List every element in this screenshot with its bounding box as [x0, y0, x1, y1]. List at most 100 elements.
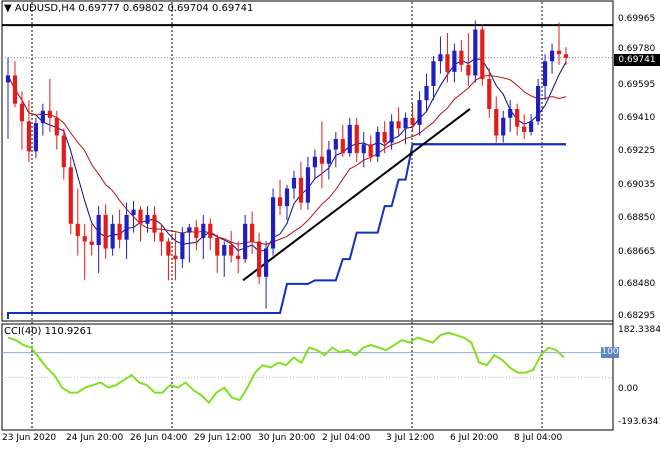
candle-body: [542, 61, 548, 87]
candle-body: [424, 86, 429, 101]
candle-body: [89, 241, 94, 245]
candle-body: [152, 214, 157, 233]
candle-body: [563, 54, 569, 58]
candle-body: [515, 108, 520, 127]
candle-body: [333, 139, 338, 150]
time-label: 2 Jul 04:00: [322, 433, 371, 443]
candle-body: [215, 237, 220, 256]
candle-body: [480, 29, 485, 79]
candle-body: [124, 214, 129, 240]
candle-body: [117, 223, 122, 240]
candle-body: [173, 255, 178, 260]
candle-body: [312, 156, 317, 168]
price-label: 0.68850: [618, 213, 656, 223]
time-label: 26 Jun 04:00: [130, 433, 188, 443]
candle-body: [431, 61, 436, 87]
candle-body: [110, 223, 115, 249]
candle-body: [361, 144, 366, 154]
current-price-badge: 0.69741: [614, 54, 660, 66]
candle-body: [354, 124, 359, 154]
candle-body: [243, 223, 248, 260]
price-label: 0.69035: [618, 180, 656, 190]
candle-body: [382, 131, 387, 143]
candle-body: [47, 110, 52, 118]
candle-body: [270, 197, 276, 249]
candle-body: [438, 54, 443, 62]
price-label: 0.69595: [618, 80, 656, 90]
cci-panel-frame: [1, 323, 614, 431]
candle-body: [222, 244, 227, 256]
candle-body: [549, 50, 555, 62]
candle-body: [473, 29, 478, 76]
candle-body: [138, 209, 143, 224]
candle-body: [82, 236, 87, 242]
symbol-timeframe: AUDUSD,H4: [14, 3, 76, 14]
candle-body: [131, 209, 136, 215]
candle-body: [298, 177, 304, 203]
candle-body: [180, 232, 185, 260]
time-label: 8 Jul 04:00: [514, 433, 563, 443]
candle-body: [459, 50, 464, 65]
candle-body: [284, 188, 290, 207]
candle-body: [159, 232, 164, 242]
candle-body: [536, 86, 541, 122]
time-label: 30 Jun 20:00: [258, 433, 316, 443]
price-label: 0.68665: [618, 247, 656, 257]
candle-body: [556, 50, 562, 55]
candle-body: [389, 121, 394, 143]
candle-body: [229, 244, 234, 256]
time-label: 3 Jul 12:00: [386, 433, 435, 443]
time-label: 24 Jun 20:00: [66, 433, 124, 443]
candle-body: [194, 227, 199, 238]
candle-body: [522, 126, 527, 132]
price-label: 0.68295: [618, 311, 656, 321]
cci-axis-label: -193.6341: [618, 417, 660, 427]
price-label: 0.69225: [618, 146, 656, 156]
candle-body: [368, 144, 373, 157]
candle-body: [187, 227, 192, 233]
time-label: 29 Jun 12:00: [194, 433, 252, 443]
candle-body: [487, 78, 492, 109]
candle-body: [145, 214, 150, 224]
header-triangle-icon[interactable]: ▼: [4, 3, 12, 14]
candle-body: [40, 110, 45, 124]
candle-body: [326, 149, 331, 164]
candle-body: [305, 167, 311, 203]
candle-body: [445, 54, 450, 72]
ohlc-values: 0.69777 0.69802 0.69704 0.69741: [78, 3, 254, 14]
candle-body: [26, 121, 32, 152]
cci-line: [7, 331, 565, 405]
symbol-header: ▼ AUDUSD,H4 0.69777 0.69802 0.69704 0.69…: [4, 3, 253, 14]
candle-body: [291, 177, 297, 189]
candle-body: [263, 248, 269, 277]
candle-body: [340, 139, 345, 154]
candle-body: [19, 103, 25, 122]
candle-body: [494, 108, 499, 136]
price-label: 0.69410: [618, 113, 656, 123]
candle-body: [319, 156, 324, 164]
candle-body: [236, 255, 241, 260]
candle-body: [12, 75, 18, 104]
cci-axis-label: 0.00: [618, 384, 639, 394]
candle-body: [54, 117, 59, 136]
candle-body: [529, 121, 534, 132]
candle-body: [75, 223, 80, 237]
candle-body: [452, 50, 457, 72]
candle-body: [5, 75, 11, 83]
price-label: 0.69780: [618, 44, 656, 54]
candle-body: [410, 117, 415, 125]
candle-body: [277, 197, 283, 207]
time-label: 6 Jul 20:00: [450, 433, 499, 443]
price-label: 0.69965: [618, 14, 656, 24]
candle-body: [375, 131, 380, 157]
candle-body: [508, 108, 513, 118]
cci-title: CCI(40) 110.9261: [4, 326, 93, 337]
time-label: 23 Jun 2020: [2, 433, 57, 443]
candle-body: [257, 241, 262, 277]
candle-body: [68, 167, 73, 224]
candle-body: [208, 223, 213, 238]
candle-body: [250, 223, 255, 242]
candle-body: [396, 121, 401, 129]
